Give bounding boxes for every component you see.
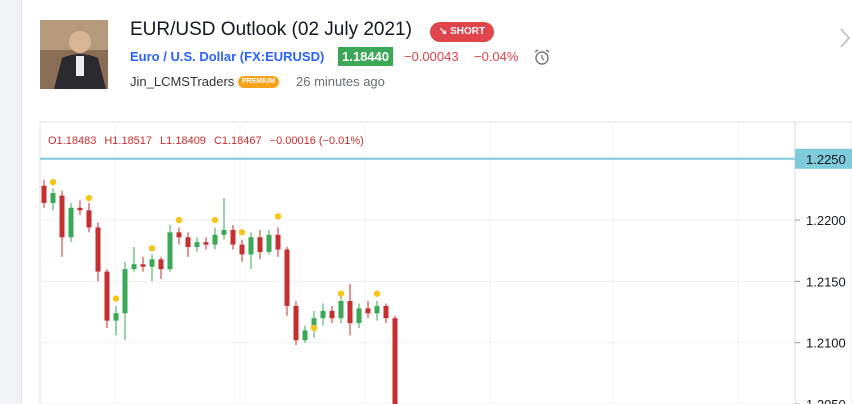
candle-body <box>365 308 371 314</box>
signal-dot <box>112 295 120 302</box>
candle-body <box>68 207 74 238</box>
candle-body <box>77 207 83 211</box>
signal-dot <box>175 216 183 224</box>
y-tick-label: 1.2200 <box>806 213 846 228</box>
candle-body <box>320 310 326 319</box>
ohlc-value: L1.18409 <box>160 135 206 147</box>
ohlc-value: H1.18517 <box>104 135 152 147</box>
post-time: 26 minutes ago <box>296 74 385 89</box>
candle-body <box>302 330 308 341</box>
candle-body <box>275 234 281 250</box>
premium-badge: PREMIUM <box>238 76 280 88</box>
alarm-icon[interactable] <box>532 47 552 67</box>
candle-body <box>167 232 173 270</box>
hline-label: 1.2250 <box>806 152 846 167</box>
candle-body <box>293 305 299 341</box>
candle-body <box>158 259 164 270</box>
ohlc-value: C1.18467 <box>214 135 262 147</box>
candle-body <box>329 310 335 319</box>
candle-body <box>311 318 317 331</box>
candle-body <box>95 227 101 272</box>
candle-body <box>239 244 245 255</box>
candle-body <box>176 232 182 238</box>
candle-body <box>194 242 200 248</box>
chart-frame <box>39 121 852 404</box>
signal-dot <box>85 194 93 202</box>
signal-dot <box>238 229 246 236</box>
ohlc-value: −0.00016 (−0.01%) <box>270 135 364 147</box>
y-tick-label: 1.2100 <box>806 336 846 351</box>
price-change-pct: −0.04% <box>474 49 519 64</box>
author-name[interactable]: Jin_LCMSTraders <box>130 74 235 89</box>
short-badge: ↘ SHORT <box>430 22 494 42</box>
ohlc-value: O1.18483 <box>48 135 96 147</box>
candle-body <box>59 195 65 238</box>
candle-body <box>41 185 47 203</box>
candle-body <box>104 271 110 321</box>
candle-body <box>230 229 236 245</box>
candle-body <box>248 237 254 255</box>
candle-body <box>383 305 389 319</box>
candle-body <box>347 301 353 324</box>
candle-body <box>131 264 137 270</box>
avatar[interactable] <box>40 20 108 89</box>
candle-body <box>356 308 362 324</box>
signal-dot <box>310 324 318 332</box>
hline-label-box <box>795 148 852 169</box>
candle-body <box>140 264 146 267</box>
candle-body <box>50 193 56 203</box>
signal-dot <box>148 245 156 252</box>
last-price: 1.18440 <box>338 47 393 66</box>
candle-body <box>257 237 263 252</box>
side-strip <box>0 0 22 404</box>
candle-body <box>122 269 128 314</box>
candle-body <box>86 210 92 228</box>
candle-body <box>266 234 272 252</box>
candle-body <box>221 229 227 235</box>
candle-body <box>149 259 155 267</box>
signal-dot <box>337 290 345 297</box>
candle-body <box>338 301 344 319</box>
signal-dot <box>211 216 219 224</box>
signal-dot <box>49 178 57 186</box>
candle-body <box>113 313 119 321</box>
signal-dot <box>274 213 282 220</box>
badge-text: SHORT <box>450 26 486 37</box>
candle-body <box>203 242 209 245</box>
candle-body <box>212 234 218 245</box>
candle-body <box>185 237 191 248</box>
signal-dot <box>373 290 381 297</box>
y-tick-label: 1.2050 <box>806 397 846 404</box>
idea-title: EUR/USD Outlook (02 July 2021) <box>130 19 412 40</box>
price-change: −0.00043 <box>404 49 459 64</box>
candle-body <box>392 318 398 404</box>
y-tick-label: 1.2150 <box>806 274 846 289</box>
symbol-link[interactable]: Euro / U.S. Dollar (FX:EURUSD) <box>130 49 325 64</box>
candle-body <box>284 249 290 306</box>
next-arrow[interactable] <box>838 26 852 50</box>
candle-body <box>374 305 380 314</box>
